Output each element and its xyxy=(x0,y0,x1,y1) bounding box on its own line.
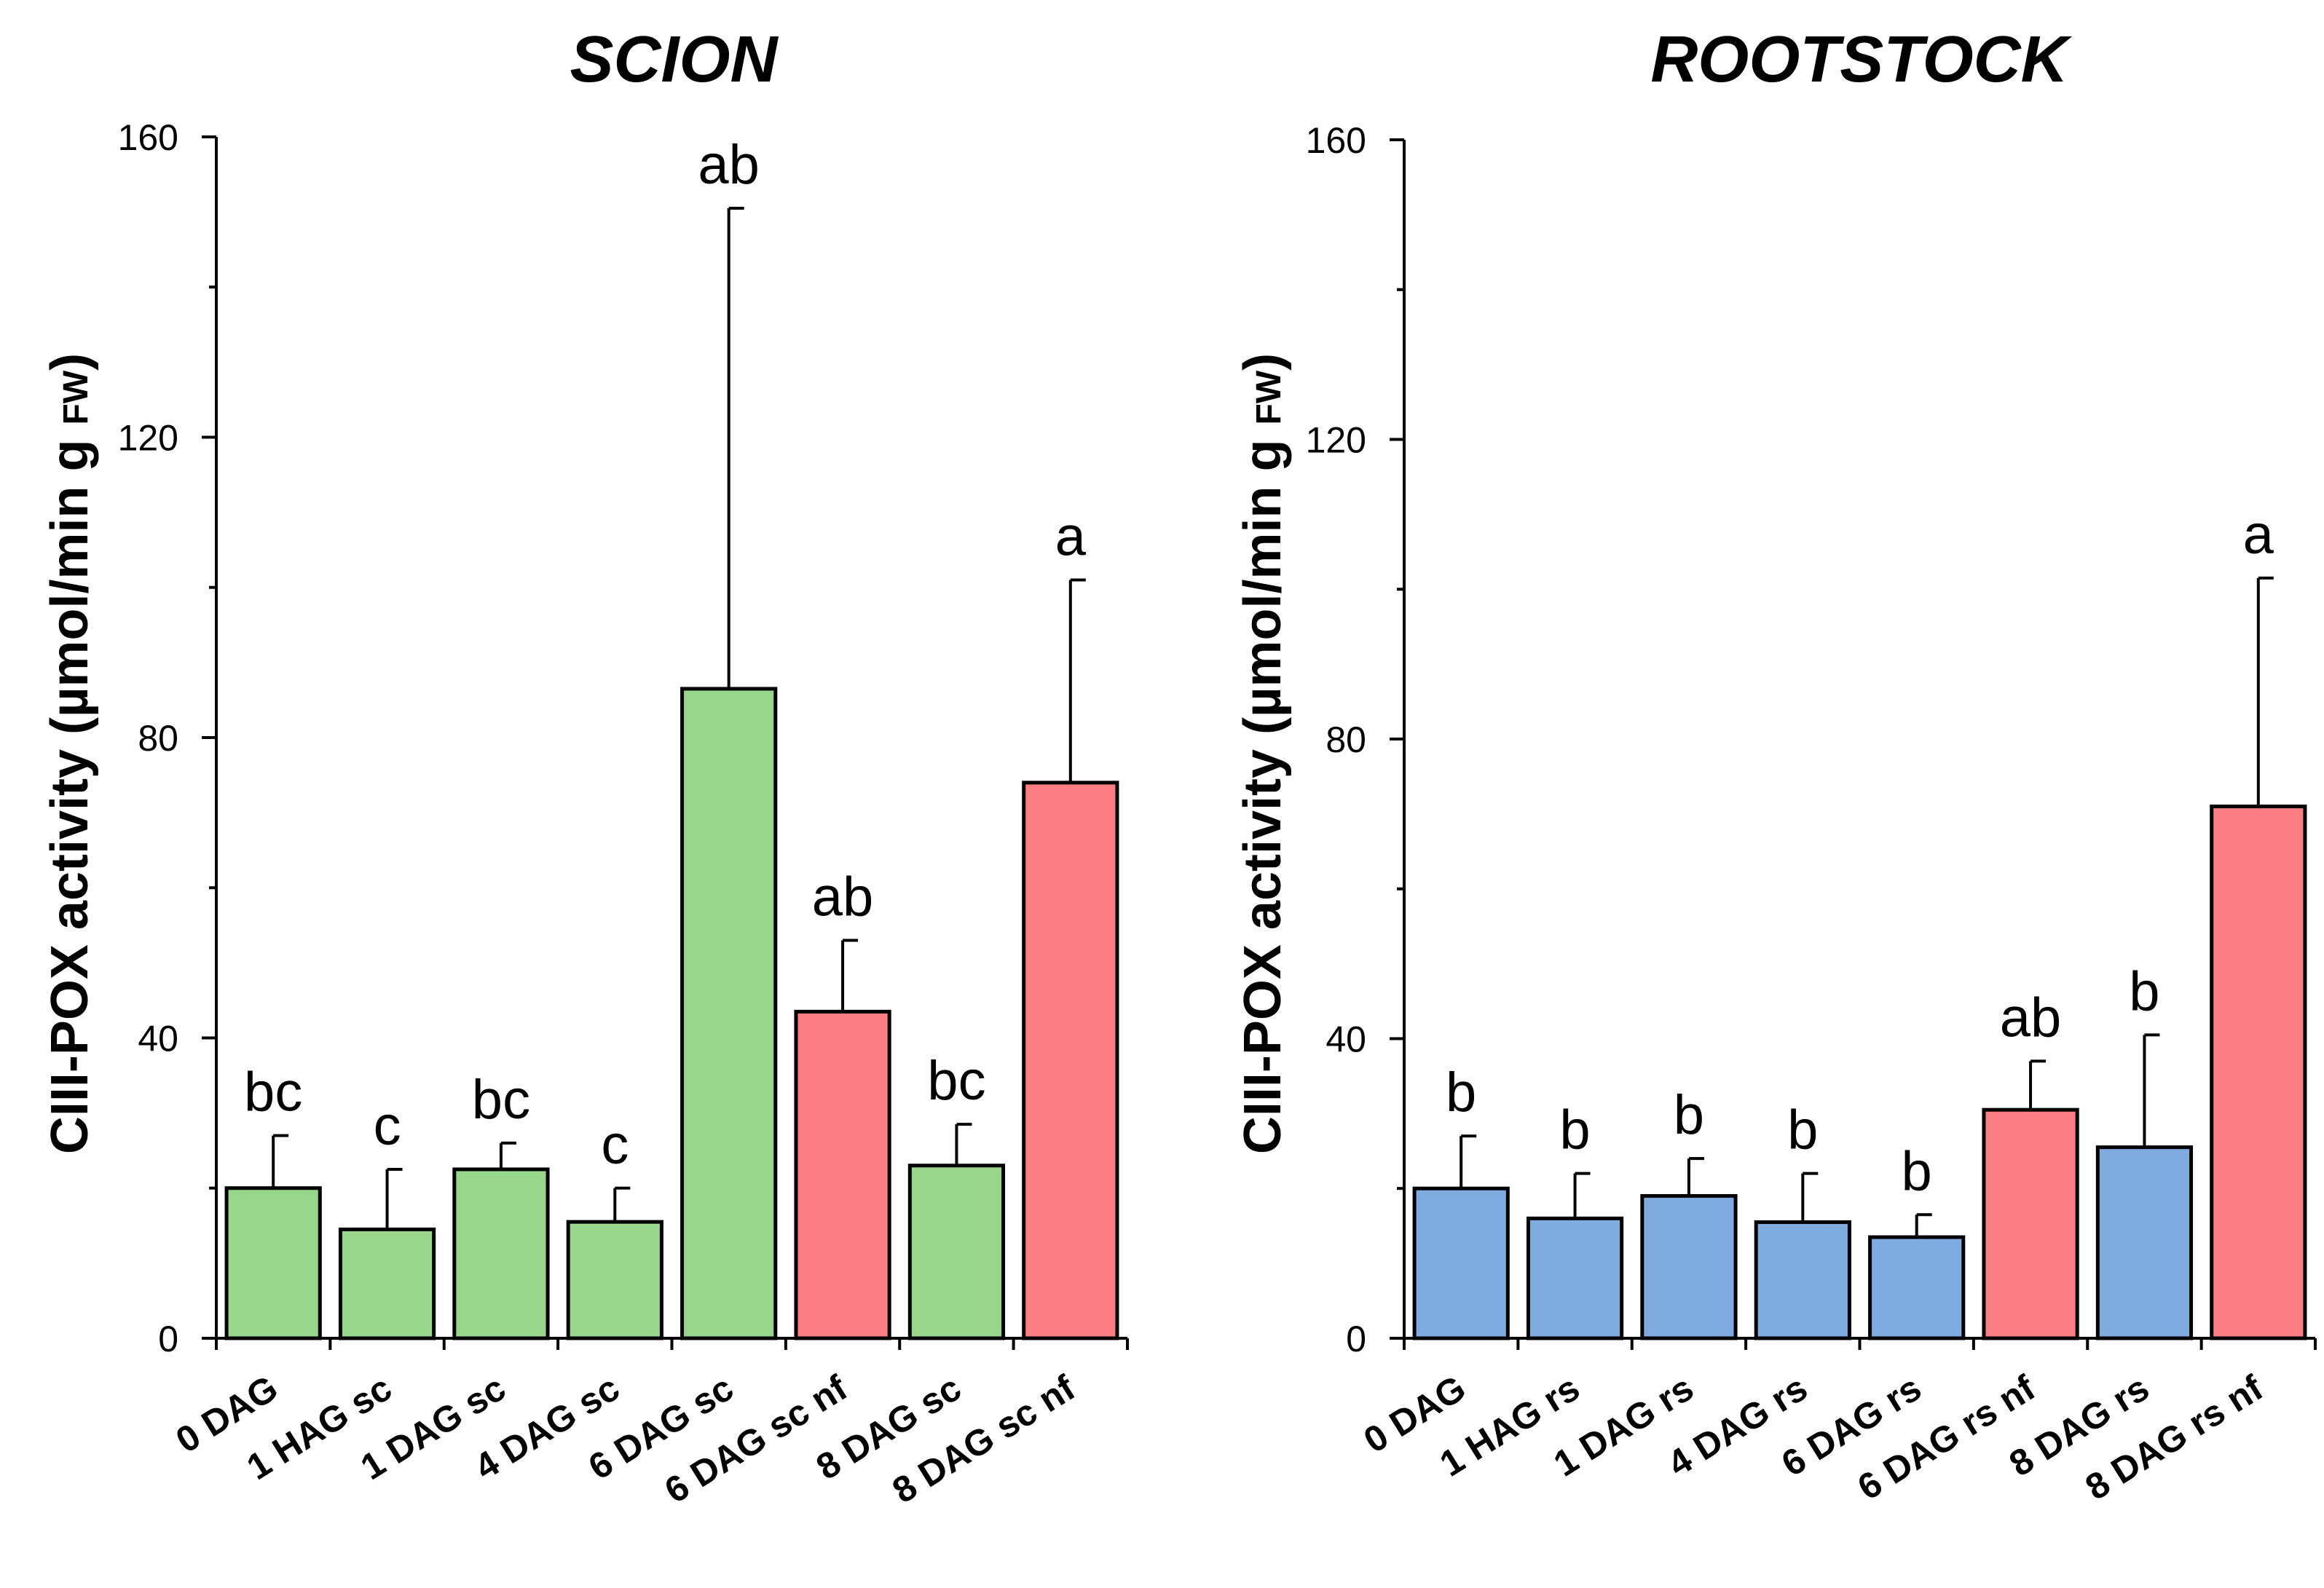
significance-letter: b xyxy=(1787,1099,1818,1161)
bar xyxy=(680,687,778,1340)
bar xyxy=(1412,1186,1510,1340)
significance-letter: ab xyxy=(2000,987,2062,1048)
significance-letter: b xyxy=(1902,1140,1932,1202)
bar xyxy=(224,1186,322,1340)
significance-letter: bc xyxy=(472,1069,530,1131)
y-tick-label: 0 xyxy=(158,1319,178,1359)
significance-letter: ab xyxy=(812,866,874,928)
bar xyxy=(1022,781,1119,1340)
significance-letter: c xyxy=(374,1095,401,1157)
significance-letter: bc xyxy=(927,1050,985,1112)
bar xyxy=(2095,1145,2194,1340)
bar xyxy=(907,1164,1006,1340)
y-tick-label: 80 xyxy=(138,718,178,759)
bar xyxy=(1868,1235,1966,1340)
y-axis-label: CIII-POX activity (µmol/min g FW) xyxy=(1234,353,1292,1154)
significance-letter: c xyxy=(601,1114,629,1176)
significance-letter: b xyxy=(2129,960,2159,1022)
y-axis-label: CIII-POX activity (µmol/min g FW) xyxy=(41,353,99,1154)
bar xyxy=(1526,1216,1624,1340)
scion-chart: SCION CIII-POX activity (µmol/min g FW) … xyxy=(41,23,1129,1512)
y-tick-label: 40 xyxy=(1326,1019,1366,1060)
significance-letter: a xyxy=(2243,504,2274,566)
bar xyxy=(1640,1194,1738,1340)
chart-title: ROOTSTOCK xyxy=(1650,23,2072,96)
y-tick-label: 160 xyxy=(118,117,178,158)
y-tick-label: 120 xyxy=(118,418,178,459)
bar xyxy=(1982,1107,2079,1340)
bar xyxy=(1754,1220,1851,1340)
bar xyxy=(794,1009,891,1340)
y-tick-label: 160 xyxy=(1306,120,1366,161)
bar xyxy=(2210,805,2307,1340)
significance-letter: b xyxy=(1559,1099,1590,1161)
significance-letter: b xyxy=(1446,1062,1476,1123)
bar xyxy=(452,1167,550,1340)
significance-letter: a xyxy=(1055,505,1087,567)
y-tick-label: 40 xyxy=(138,1019,178,1059)
significance-letter: bc xyxy=(244,1062,302,1123)
bar xyxy=(566,1220,663,1340)
significance-letter: ab xyxy=(698,134,760,196)
y-tick-label: 120 xyxy=(1306,420,1366,461)
y-tick-label: 80 xyxy=(1326,719,1366,760)
y-tick-label: 0 xyxy=(1346,1319,1366,1359)
chart-title: SCION xyxy=(570,23,779,96)
rootstock-chart: ROOTSTOCK CIII-POX activity (µmol/min g … xyxy=(1234,23,2317,1508)
bar xyxy=(338,1227,436,1340)
significance-letter: b xyxy=(1674,1084,1704,1146)
